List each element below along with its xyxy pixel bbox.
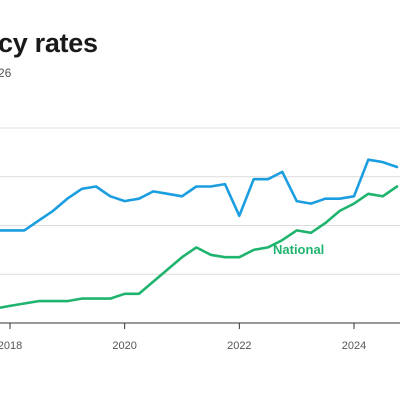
x-tick-label: 2024 bbox=[342, 340, 366, 352]
series-line-local bbox=[0, 158, 399, 232]
x-tick-label: 2022 bbox=[227, 340, 251, 352]
chart-title: cy rates bbox=[0, 28, 98, 58]
x-tick-label: 2018 bbox=[0, 340, 22, 352]
series-label-national: National bbox=[273, 242, 324, 257]
x-tick-label: 2020 bbox=[112, 340, 136, 352]
chart-subtitle: 26 bbox=[0, 66, 12, 80]
